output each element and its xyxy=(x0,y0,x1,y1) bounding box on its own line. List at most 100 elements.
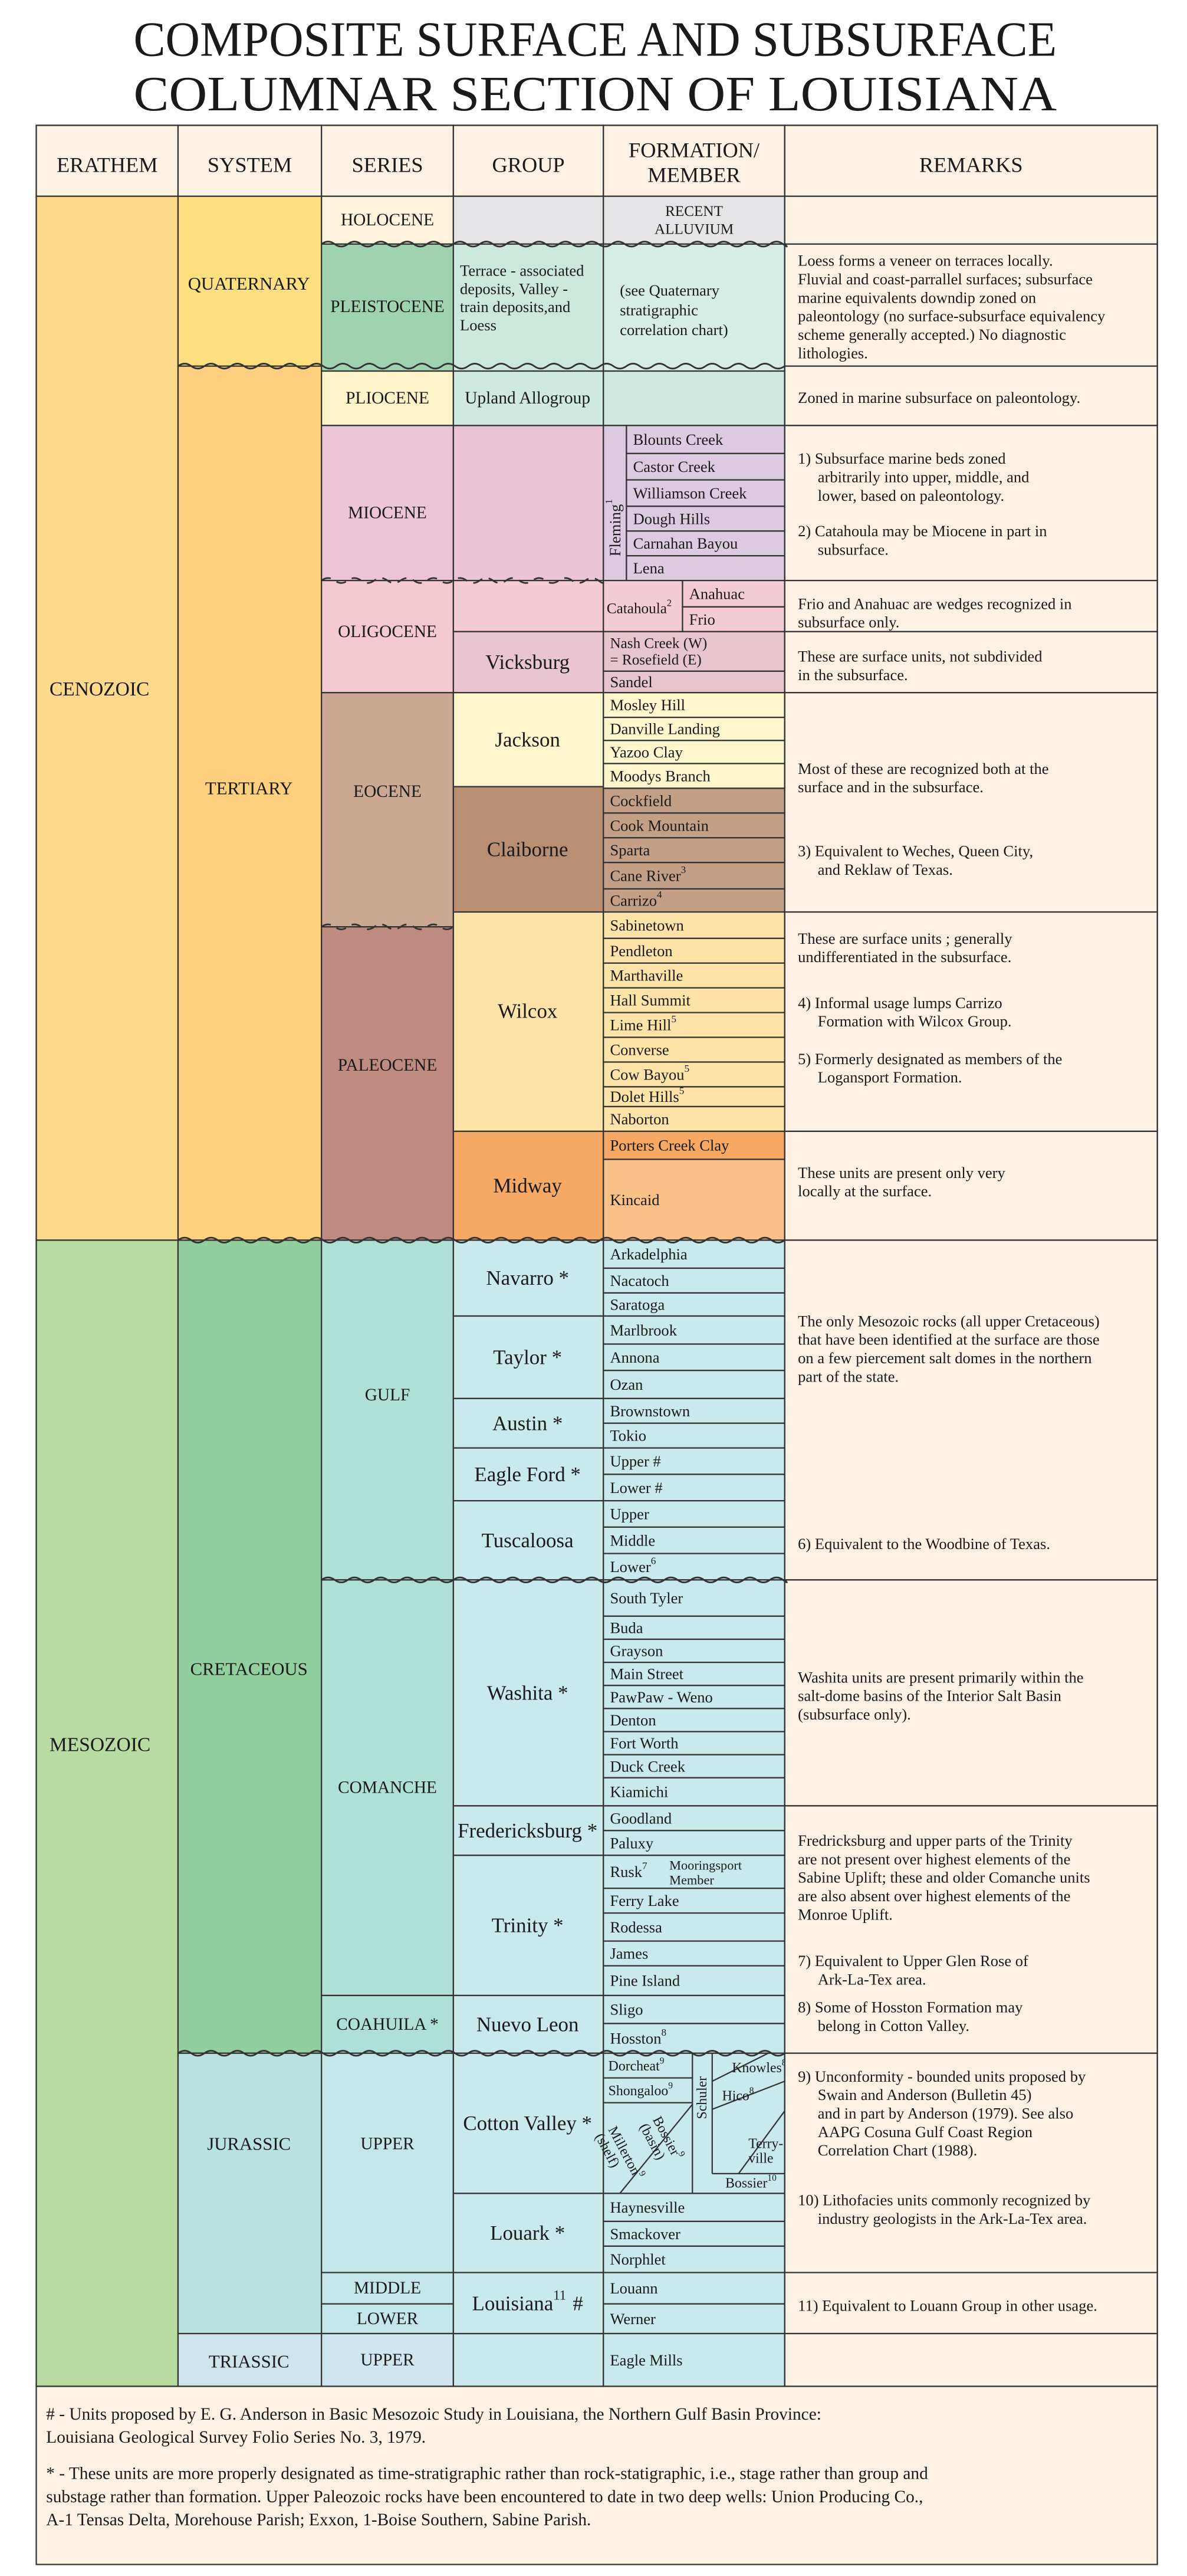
group-cell xyxy=(452,2272,604,2335)
remark: and Reklaw of Texas. xyxy=(818,861,953,878)
series: MIDDLE xyxy=(354,2279,421,2298)
remark: locally at the surface. xyxy=(798,1182,932,1200)
column-header: SYSTEM xyxy=(208,153,292,177)
group: Taylor * xyxy=(493,1346,562,1369)
formation: Cockfield xyxy=(610,792,672,809)
formation: Lena xyxy=(633,559,665,577)
series-cell xyxy=(321,1579,454,1997)
formation: Denton xyxy=(610,1711,656,1729)
remark: 6) Equivalent to the Woodbine of Texas. xyxy=(798,1535,1050,1553)
remark: in the subsurface. xyxy=(798,666,908,684)
system-cell xyxy=(177,1239,323,2054)
footnote-ref: 5 xyxy=(679,1085,685,1096)
formation-cell xyxy=(603,370,785,426)
remark: undifferentiated in the subsurface. xyxy=(798,948,1011,966)
formation-cell xyxy=(603,837,785,864)
remark: Zoned in marine subsurface on paleontolo… xyxy=(798,389,1080,406)
formation: Nacatoch xyxy=(610,1272,669,1289)
formation: Main Street xyxy=(610,1665,683,1683)
label-name: Louisiana xyxy=(472,2292,554,2315)
group: Cotton Valley * xyxy=(463,2112,592,2135)
series: UPPER xyxy=(360,2135,415,2154)
group-cell xyxy=(452,195,604,245)
formation: Brownstown xyxy=(610,1402,690,1420)
group-cell xyxy=(452,1130,604,1241)
label-line: = Rosefield (E) xyxy=(610,652,701,668)
title: COLUMNAR SECTION OF LOUISIANA xyxy=(133,67,1057,122)
label-line: ville xyxy=(748,2151,773,2167)
formation-cell xyxy=(603,740,785,764)
formation-cell xyxy=(603,425,627,582)
formation: Fleming1 xyxy=(603,499,624,556)
formation: Carrizo4 xyxy=(610,888,662,909)
formation: Marthaville xyxy=(610,967,683,985)
remark: 3) Equivalent to Weches, Queen City, xyxy=(798,842,1033,860)
remark: scheme generally accepted.) No diagnosti… xyxy=(798,326,1066,343)
formation-cell xyxy=(603,763,785,789)
formation-cell xyxy=(603,1708,785,1732)
facies-boundary xyxy=(712,2081,785,2110)
formation-cell xyxy=(603,1940,785,1967)
remark: 11) Equivalent to Louann Group in other … xyxy=(798,2296,1097,2314)
series: UPPER xyxy=(360,2351,415,2370)
remark: 8) Some of Hosston Formation may xyxy=(798,1998,1023,2016)
group-cell xyxy=(452,2332,604,2387)
formation: Werner xyxy=(610,2310,656,2328)
formation: Blounts Creek xyxy=(633,431,724,448)
formation: Smackover xyxy=(610,2225,680,2243)
title: COMPOSITE SURFACE AND SUBSURFACE xyxy=(133,12,1057,67)
remark: Washita units are present primarily with… xyxy=(798,1668,1083,1686)
remark: Swain and Anderson (Bulletin 45) xyxy=(818,2086,1032,2104)
formation: James xyxy=(610,1945,648,1963)
remark: marine equivalents downdip zoned on xyxy=(798,288,1036,306)
formation: Rusk7 xyxy=(610,1860,647,1881)
formation: Arkadelphia xyxy=(610,1245,687,1263)
remarks-cell xyxy=(784,243,1158,367)
formation-cell xyxy=(603,1685,785,1709)
remark: on a few piercement salt domes in the no… xyxy=(798,1349,1091,1367)
formation-cell xyxy=(603,1805,785,1832)
label-name: Knowles xyxy=(732,2060,781,2076)
series: LOWER xyxy=(357,2309,419,2328)
footnote-ref: 8 xyxy=(661,2026,666,2037)
group-cell xyxy=(452,1994,604,2054)
formation: Grayson xyxy=(610,1642,663,1660)
formation: Middle xyxy=(610,1531,655,1549)
column-header: GROUP xyxy=(492,153,564,177)
formation: Lower # xyxy=(610,1479,662,1497)
header-cell xyxy=(177,124,323,197)
remark: are not present over highest elements of… xyxy=(798,1850,1070,1868)
label-name: Lower xyxy=(610,1558,650,1576)
remark: are also absent over highest elements of… xyxy=(798,1887,1070,1905)
formation: Lime Hill5 xyxy=(610,1013,676,1033)
formation: Schuler xyxy=(695,2076,710,2119)
remark: part of the state. xyxy=(798,1367,899,1385)
system: CRETACEOUS xyxy=(190,1659,308,1679)
remark: paleontology (no surface-subsurface equi… xyxy=(798,307,1106,325)
remark: Fredricksburg and upper parts of the Tri… xyxy=(798,1832,1073,1849)
unconformity xyxy=(321,577,605,584)
group: Navarro * xyxy=(486,1266,569,1289)
remark: and in part by Anderson (1979). See also xyxy=(818,2105,1074,2122)
footnote-ref: 5 xyxy=(671,1013,676,1024)
formation-cell xyxy=(603,1638,785,1663)
group-cell xyxy=(452,786,604,913)
system-cell xyxy=(177,2332,323,2387)
formation-cell xyxy=(603,2193,785,2223)
label-suffix: # xyxy=(573,2292,583,2315)
remark: lithologies. xyxy=(798,344,868,362)
formation: correlation chart) xyxy=(620,321,728,339)
group-cell xyxy=(452,1855,604,1997)
remark: (subsurface only). xyxy=(798,1705,911,1723)
footnote-ref: 4 xyxy=(657,888,662,900)
remarks-cell xyxy=(784,2332,1158,2387)
group: Nuevo Leon xyxy=(476,2013,579,2036)
group: Washita * xyxy=(487,1681,568,1704)
formation: Eagle Mills xyxy=(610,2351,682,2369)
series: COMANCHE xyxy=(338,1778,437,1797)
system-cell xyxy=(177,195,323,367)
remark: lower, based on paleontology. xyxy=(818,487,1004,504)
remark: These are surface units ; generally xyxy=(798,930,1012,947)
series-cell xyxy=(321,1239,454,1581)
